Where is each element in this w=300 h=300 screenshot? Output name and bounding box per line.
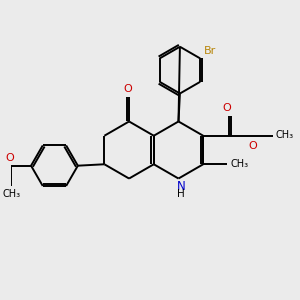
Text: Br: Br xyxy=(204,46,216,56)
Text: CH₃: CH₃ xyxy=(2,188,20,199)
Text: O: O xyxy=(5,153,14,163)
Text: O: O xyxy=(222,103,231,113)
Text: CH₃: CH₃ xyxy=(276,130,294,140)
Text: N: N xyxy=(176,180,185,193)
Text: O: O xyxy=(249,141,257,151)
Text: CH₃: CH₃ xyxy=(230,159,248,169)
Text: O: O xyxy=(123,84,132,94)
Text: H: H xyxy=(177,189,184,200)
